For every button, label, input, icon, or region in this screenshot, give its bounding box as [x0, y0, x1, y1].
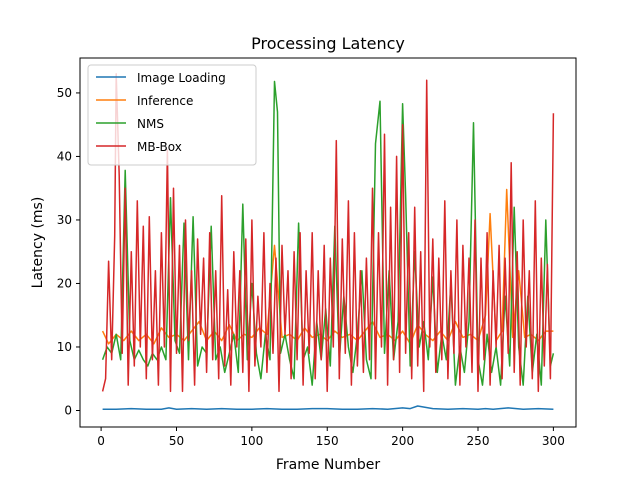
y-tick-label: 0 — [64, 403, 72, 417]
x-tick-label: 300 — [542, 434, 565, 448]
series-line-inference — [101, 188, 554, 345]
x-tick-label: 200 — [391, 434, 414, 448]
y-tick-label: 50 — [57, 86, 72, 100]
chart-title: Processing Latency — [251, 34, 405, 53]
y-axis-label: Latency (ms) — [30, 197, 46, 289]
legend-box — [87, 64, 257, 166]
series-layer — [101, 73, 555, 410]
legend-label-nms: NMS — [137, 117, 164, 131]
x-axis-label: Frame Number — [276, 457, 381, 473]
x-tick-label: 150 — [316, 434, 339, 448]
y-tick-label: 30 — [57, 213, 72, 227]
x-tick-label: 100 — [240, 434, 263, 448]
y-axis-ticks: 0 10 20 30 40 50 — [57, 86, 80, 417]
x-tick-label: 0 — [97, 434, 105, 448]
y-tick-label: 40 — [57, 149, 72, 163]
legend: Image Loading Inference NMS MB-Box — [87, 64, 257, 166]
legend-label-image-loading: Image Loading — [137, 71, 226, 85]
series-line-image-loading — [102, 405, 554, 410]
legend-label-inference: Inference — [137, 94, 193, 108]
x-tick-label: 50 — [169, 434, 184, 448]
x-axis-ticks: 0 50 100 150 200 250 300 — [97, 427, 565, 448]
y-tick-label: 20 — [57, 276, 72, 290]
series-line-mb-box — [101, 73, 555, 393]
y-tick-label: 10 — [57, 340, 72, 354]
plot-frame — [79, 57, 577, 428]
x-tick-label: 250 — [467, 434, 490, 448]
legend-label-mb-box: MB-Box — [137, 140, 182, 154]
